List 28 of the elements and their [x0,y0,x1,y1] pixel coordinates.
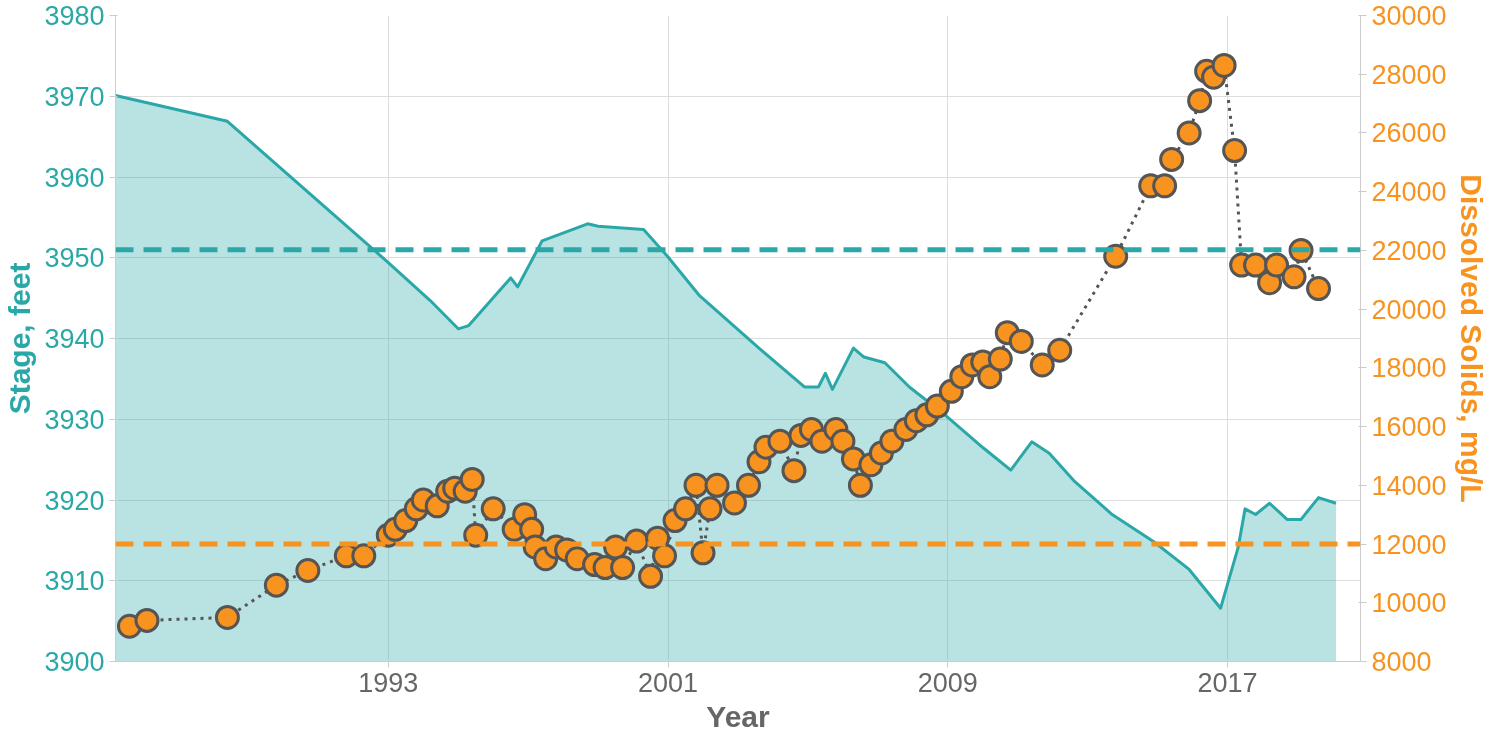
y-tick-label: 3970 [44,81,105,112]
y2-tick-label: 18000 [1371,353,1447,384]
y-tick-label: 3900 [44,647,105,677]
y2-axis-title: Dissolved Solids, mg/L [1454,174,1488,503]
x-tick-label: 1993 [358,667,419,698]
y2-tick-label: 24000 [1371,177,1447,208]
y2-tick-label: 14000 [1371,470,1447,501]
y2-tick-label: 26000 [1371,118,1447,149]
y2-tick-label: 16000 [1371,412,1447,443]
y-tick-label: 3980 [44,1,105,31]
y2-tick-label: 28000 [1371,59,1447,90]
x-tick-label: 2009 [917,667,978,698]
x-tick-label: 2017 [1197,667,1258,698]
y-tick-label: 3930 [44,404,105,435]
y2-tick-label: 12000 [1371,529,1447,560]
y2-tick-label: 20000 [1371,294,1447,325]
x-tick-label: 2001 [638,667,699,698]
y-tick-label: 3960 [44,162,105,193]
y-axis-title: Stage, feet [3,262,37,415]
y-tick-label: 3920 [44,485,105,516]
y2-tick-label: 10000 [1371,588,1447,619]
y-tick-label: 3940 [44,324,105,354]
y2-tick-label: 30000 [1371,1,1447,31]
y2-tick-label: 8000 [1371,647,1432,677]
y-tick-label: 3950 [44,243,105,274]
y2-tick-label: 22000 [1371,235,1447,266]
x-axis-title: Year [706,699,771,733]
y-tick-label: 3910 [44,566,105,597]
